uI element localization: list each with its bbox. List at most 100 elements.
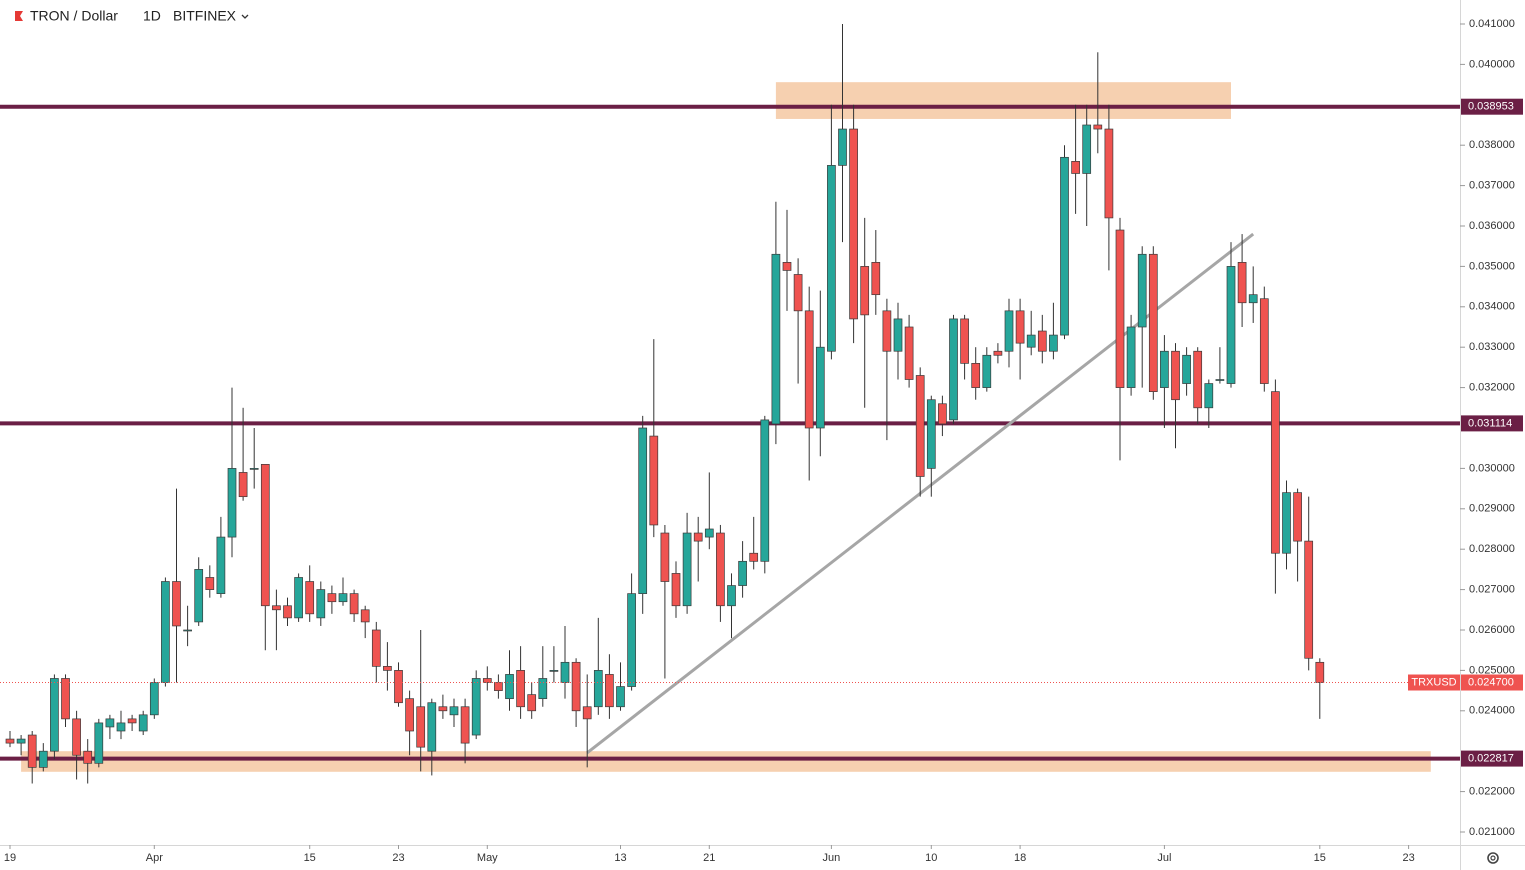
candle-body (1026, 334, 1036, 348)
candle-body (161, 581, 170, 683)
candle-body (904, 326, 914, 380)
y-tick-label: 0.036000 (1469, 220, 1515, 232)
zone (775, 82, 1231, 119)
x-tick-label: 23 (392, 852, 404, 864)
candle-body (1271, 391, 1280, 554)
candle-body (616, 686, 625, 708)
candle-body (1171, 350, 1180, 401)
candle-body (494, 682, 503, 691)
candle-body (938, 403, 947, 425)
candle-body (849, 128, 858, 320)
candle-body (260, 464, 270, 607)
candle-body (1204, 383, 1214, 409)
candle-body (627, 593, 636, 687)
interval[interactable]: 1D (143, 8, 161, 24)
x-tick-label: 10 (925, 852, 937, 864)
candle-body (560, 661, 570, 683)
candle-body (50, 678, 59, 752)
candle-body (1115, 229, 1125, 388)
candle-body (438, 706, 448, 712)
candle-body (316, 589, 326, 619)
candle-body (460, 706, 470, 744)
candle-body (349, 593, 359, 615)
candle-body (172, 581, 181, 627)
candle-body (383, 666, 392, 671)
candle-body (127, 718, 137, 724)
settings-icon[interactable] (1487, 852, 1499, 864)
y-tick-label: 0.032000 (1469, 382, 1515, 394)
candle-body (1282, 492, 1291, 554)
candle-body (738, 560, 747, 586)
candle-body (471, 678, 481, 736)
candle-body (1160, 350, 1169, 388)
gear (1487, 852, 1499, 864)
candle-body (716, 532, 725, 607)
candle-body (72, 718, 81, 756)
candle-body (94, 722, 104, 764)
candle-body (982, 354, 992, 388)
x-tick-label: 15 (304, 852, 316, 864)
level-label-bg (1461, 415, 1523, 432)
candle-body (693, 532, 703, 542)
candle-body (1004, 310, 1014, 352)
candle-body (194, 569, 204, 623)
last-price-label: 0.024700 (1468, 676, 1514, 688)
candle-body (638, 427, 648, 594)
candle-body (1315, 661, 1325, 683)
x-tick-label: May (477, 852, 498, 864)
candle-body (5, 738, 15, 744)
candle-body (971, 363, 981, 388)
candle-body (138, 714, 148, 732)
y-tick-label: 0.024000 (1469, 705, 1515, 717)
level-label-bg (1461, 750, 1523, 767)
exchange[interactable]: BITFINEX (173, 8, 237, 24)
candle-body (860, 266, 870, 316)
candle-body (649, 435, 659, 526)
zone (21, 751, 1431, 772)
candle-body (1037, 330, 1047, 352)
candle-body (593, 670, 603, 708)
candle-body (882, 310, 892, 352)
candle-body (804, 310, 814, 429)
x-tick-label: Jul (1157, 852, 1171, 864)
candle-body (1148, 253, 1158, 392)
x-tick-label: 19 (4, 852, 16, 864)
gear-hub (1490, 855, 1496, 861)
y-tick-label: 0.034000 (1469, 301, 1515, 313)
candle-body (926, 399, 936, 469)
y-tick-label: 0.038000 (1469, 139, 1515, 151)
y-tick-label: 0.026000 (1469, 624, 1515, 636)
candle-body (83, 750, 93, 764)
level-label: 0.022817 (1468, 752, 1514, 764)
candle-body (1104, 128, 1114, 219)
candle-body (571, 661, 581, 712)
candle-body (1060, 156, 1069, 336)
candle-body (549, 670, 559, 672)
axes: 0.021000 0.022000 0.024000 0.025000 0.026000… (4, 18, 1523, 864)
level-label: 0.031114 (1468, 417, 1512, 429)
candle-body (272, 605, 281, 611)
candle-body (427, 702, 437, 752)
candle-body (660, 532, 670, 582)
candle-body (1237, 262, 1247, 304)
y-tick-label: 0.037000 (1469, 180, 1515, 192)
candle-body (1093, 124, 1103, 130)
candle-body (294, 577, 303, 619)
candle-body (338, 593, 348, 603)
candle-body (360, 609, 370, 623)
y-tick-label: 0.027000 (1469, 583, 1515, 595)
candle-body (671, 573, 681, 607)
candle-body (538, 678, 548, 700)
candle-body (1049, 334, 1058, 352)
candle-body (1182, 354, 1191, 384)
x-tick-label: 23 (1402, 852, 1414, 864)
symbol[interactable]: TRON / Dollar (30, 8, 118, 24)
dropdown-icon[interactable] (241, 14, 249, 19)
candle-body (394, 670, 403, 704)
candle-body (960, 318, 969, 364)
candle-body (793, 274, 803, 312)
candle-body (838, 128, 847, 166)
candle-body (582, 706, 592, 720)
candle-body (749, 552, 759, 562)
candle-body (1071, 161, 1080, 174)
